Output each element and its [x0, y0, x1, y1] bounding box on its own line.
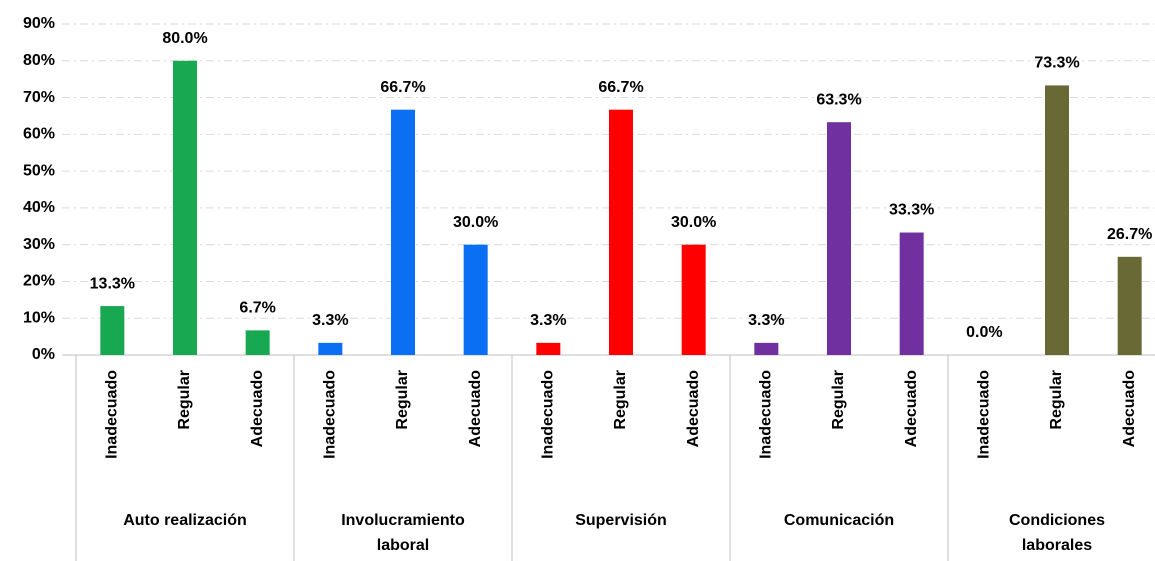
- group-label: laborales: [1022, 537, 1092, 554]
- y-tick-label: 10%: [23, 309, 55, 326]
- group-label: laboral: [377, 537, 429, 554]
- category-label: Adecuado: [685, 370, 702, 448]
- value-label: 3.3%: [748, 312, 784, 329]
- group-label: Auto realización: [123, 512, 247, 529]
- group-label: Condiciones: [1009, 512, 1105, 529]
- category-label: Adecuado: [467, 370, 484, 448]
- y-tick-label: 20%: [23, 273, 55, 290]
- category-label: Adecuado: [1121, 370, 1138, 448]
- value-label: 3.3%: [312, 312, 348, 329]
- bar: [245, 330, 270, 355]
- category-label: Inadecuado: [104, 370, 121, 459]
- category-label: Inadecuado: [758, 370, 775, 459]
- bar: [391, 109, 415, 355]
- bar: [536, 342, 561, 355]
- bar: [1045, 85, 1069, 356]
- category-label: Regular: [830, 370, 847, 430]
- bar: [100, 306, 125, 355]
- value-label: 26.7%: [1107, 226, 1152, 243]
- value-label: 3.3%: [530, 312, 566, 329]
- category-label: Regular: [1048, 370, 1065, 430]
- value-label: 33.3%: [889, 202, 934, 219]
- bar: [754, 342, 779, 355]
- bar: [609, 109, 633, 355]
- y-tick-label: 80%: [23, 52, 55, 69]
- category-label: Inadecuado: [540, 370, 557, 459]
- bar: [681, 244, 706, 355]
- value-label: 30.0%: [453, 214, 498, 231]
- group-label: Comunicación: [784, 512, 894, 529]
- y-tick-label: 50%: [23, 162, 55, 179]
- category-label: Adecuado: [903, 370, 920, 448]
- y-tick-label: 60%: [23, 126, 55, 143]
- y-tick-label: 30%: [23, 236, 55, 253]
- y-tick-label: 90%: [23, 15, 55, 32]
- value-label: 66.7%: [598, 79, 643, 96]
- bar: [827, 122, 851, 356]
- category-label: Regular: [612, 370, 629, 430]
- y-tick-label: 40%: [23, 199, 55, 216]
- value-label: 66.7%: [380, 79, 425, 96]
- bar: [899, 232, 924, 355]
- y-tick-label: 0%: [32, 346, 55, 363]
- value-label: 80.0%: [162, 30, 207, 47]
- value-label: 0.0%: [966, 324, 1002, 341]
- value-label: 63.3%: [816, 91, 861, 108]
- bar: [173, 60, 197, 356]
- bar: [1117, 256, 1142, 355]
- value-label: 30.0%: [671, 214, 716, 231]
- category-label: Inadecuado: [322, 370, 339, 459]
- bar: [463, 244, 488, 355]
- category-label: Adecuado: [249, 370, 266, 448]
- group-label: Supervisión: [575, 512, 667, 529]
- value-label: 73.3%: [1034, 55, 1079, 72]
- category-label: Regular: [394, 370, 411, 430]
- group-label: Involucramiento: [341, 512, 465, 529]
- value-label: 6.7%: [239, 300, 275, 317]
- y-tick-label: 70%: [23, 89, 55, 106]
- bar: [318, 342, 343, 355]
- category-label: Regular: [176, 370, 193, 430]
- category-label: Inadecuado: [976, 370, 993, 459]
- value-label: 13.3%: [90, 275, 135, 292]
